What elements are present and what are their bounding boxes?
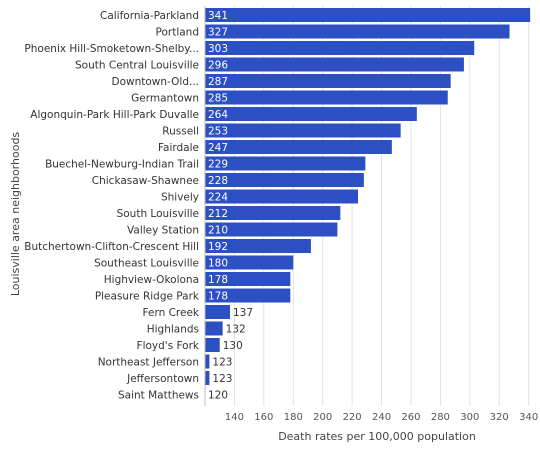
value-label: 212 [208, 208, 228, 220]
value-label: 224 [208, 192, 228, 204]
category-label: Germantown [131, 93, 199, 105]
value-label: 247 [208, 142, 228, 154]
bar [205, 338, 220, 352]
gridlines [233, 6, 530, 406]
category-label: Russell [162, 126, 199, 138]
x-tick-label: 260 [401, 412, 420, 423]
x-axis-title: Death rates per 100,000 population [278, 430, 476, 443]
bar [205, 239, 311, 253]
bar [205, 24, 510, 39]
category-label: Phoenix Hill-Smoketown-Shelby... [24, 43, 199, 55]
bar [205, 272, 291, 286]
x-tick-label: 200 [313, 412, 332, 423]
category-label: Highlands [147, 324, 199, 336]
value-label: 180 [208, 258, 228, 270]
x-tick-label: 140 [225, 412, 244, 423]
bar [205, 140, 392, 154]
bar [205, 222, 338, 237]
bar [205, 123, 401, 138]
value-label: 229 [208, 159, 228, 171]
value-label: 123 [212, 357, 232, 369]
category-label: California-Parkland [100, 10, 199, 22]
bar [205, 57, 464, 72]
bar [205, 173, 364, 187]
bars [205, 8, 531, 385]
category-label: Saint Matthews [118, 390, 199, 402]
x-tick-label: 240 [372, 412, 391, 423]
category-label: South Louisville [117, 208, 199, 220]
value-label: 130 [223, 340, 243, 352]
bar [205, 74, 451, 88]
x-tick-label: 280 [431, 412, 450, 423]
value-label: 123 [212, 373, 232, 385]
category-label: Butchertown-Clifton-Crescent Hill [24, 241, 199, 253]
category-label: Buechel-Newburg-Indian Trail [45, 159, 199, 171]
value-label: 178 [208, 291, 228, 303]
category-label: Northeast Jefferson [98, 357, 199, 369]
x-tick-label: 220 [343, 412, 362, 423]
bar [205, 156, 366, 171]
category-label: Valley Station [127, 225, 199, 237]
bar [205, 255, 294, 270]
x-tick-label: 180 [284, 412, 303, 423]
category-label: Algonquin-Park Hill-Park Duvalle [30, 109, 199, 121]
category-label: Jeffersontown [126, 373, 199, 385]
category-label: Highview-Okolona [104, 274, 199, 286]
bar [205, 288, 291, 303]
x-tick-labels: 140 160 180 200 220 240 260 280 300 320 340 [225, 412, 538, 423]
value-label: 303 [208, 43, 228, 55]
y-axis-title: Louisville area neighborhoods [9, 132, 22, 297]
x-tick-label: 320 [490, 412, 509, 423]
value-label: 120 [208, 390, 228, 402]
value-label: 210 [208, 225, 228, 237]
bar [205, 321, 223, 336]
category-labels: California-Parkland Portland Phoenix Hill-… [24, 10, 200, 402]
bar [205, 354, 210, 369]
category-label: Downtown-Old... [112, 76, 199, 88]
bar [205, 107, 417, 121]
bar [205, 90, 448, 105]
x-tick-label: 300 [460, 412, 479, 423]
value-label: 264 [208, 109, 228, 121]
value-label: 341 [208, 10, 228, 22]
bar [205, 189, 358, 204]
x-tick-label: 340 [519, 412, 538, 423]
category-label: Fairdale [158, 142, 199, 154]
value-label: 192 [208, 241, 228, 253]
value-label: 296 [208, 60, 228, 72]
category-label: Floyd's Fork [137, 340, 200, 352]
category-label: Southeast Louisville [94, 258, 199, 270]
category-label: Chickasaw-Shawnee [92, 175, 199, 187]
category-label: South Central Louisville [75, 60, 199, 72]
bar [205, 41, 475, 55]
bar [205, 8, 531, 22]
category-label: Pleasure Ridge Park [95, 291, 200, 303]
bar [205, 371, 210, 385]
x-tick-label: 160 [254, 412, 273, 423]
value-label: 137 [233, 307, 253, 319]
category-label: Fern Creek [143, 307, 200, 319]
value-label: 285 [208, 93, 228, 105]
value-labels: 341 327 303 296 287 285 264 253 247 229 228 224 212 2… [208, 10, 253, 402]
value-label: 178 [208, 274, 228, 286]
value-label: 228 [208, 175, 228, 187]
value-label: 253 [208, 126, 228, 138]
value-label: 132 [226, 324, 246, 336]
category-label: Portland [156, 27, 200, 39]
value-label: 327 [208, 27, 228, 39]
bar [205, 206, 341, 220]
bar [205, 305, 231, 319]
value-label: 287 [208, 76, 228, 88]
category-label: Shively [161, 192, 199, 204]
